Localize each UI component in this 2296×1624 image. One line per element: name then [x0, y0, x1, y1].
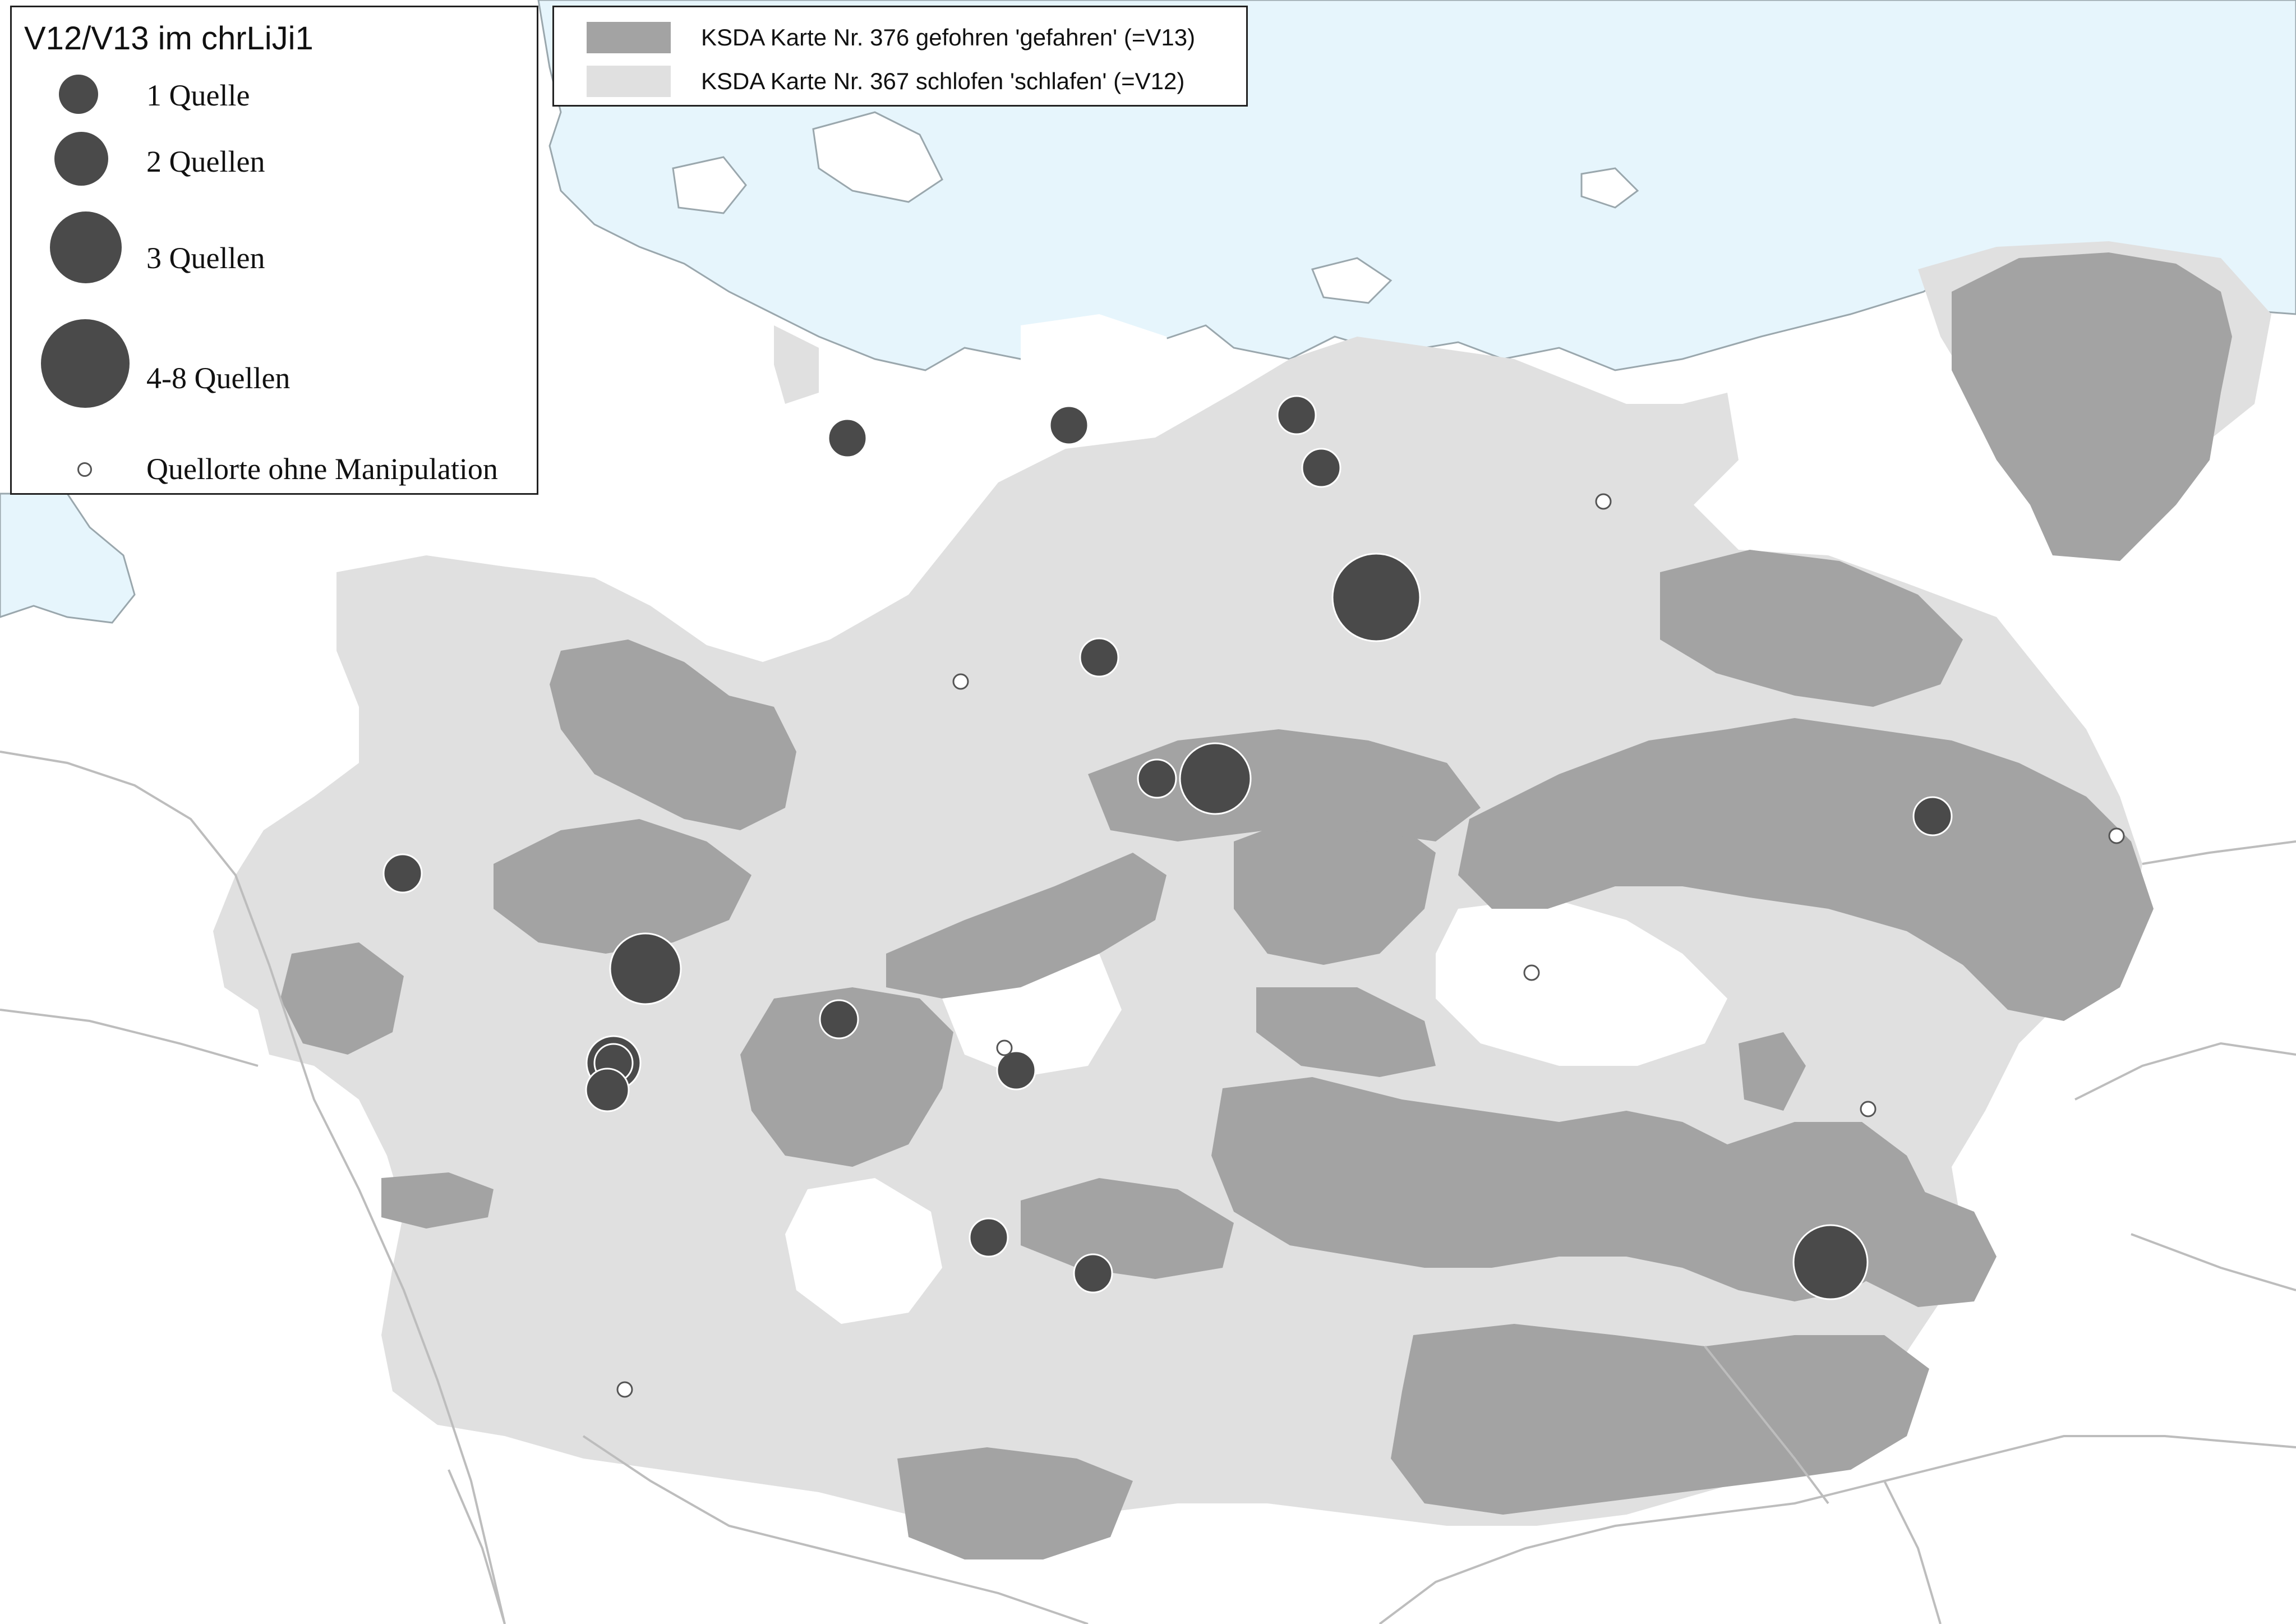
legend-dot-none	[77, 462, 92, 477]
area-v13	[1234, 808, 1436, 965]
island	[672, 156, 747, 214]
marker-no-manipulation	[1523, 964, 1540, 981]
area-v13	[1211, 1077, 1929, 1301]
legend-area-label-v12: KSDA Karte Nr. 367 schlofen 'schlafen' (…	[701, 68, 1185, 94]
marker-1-source	[969, 1217, 1009, 1258]
marker-4-8-sources	[1331, 553, 1421, 642]
area-v13	[1660, 550, 1963, 707]
marker-4-8-sources	[1792, 1224, 1869, 1300]
area-v12	[774, 325, 819, 404]
marker-1-source	[1079, 637, 1119, 678]
area-v13	[1391, 1324, 1929, 1515]
marker-no-manipulation	[996, 1039, 1013, 1056]
area-v13	[1952, 252, 2232, 561]
marker-no-manipulation	[2108, 827, 2125, 844]
marker-1-source	[1073, 1253, 1113, 1294]
area-v13	[1851, 1189, 1997, 1307]
legend-dot-4	[41, 319, 130, 408]
legend-label-2: 2 Quellen	[146, 145, 265, 178]
legend-label-4: 4-8 Quellen	[146, 361, 291, 395]
legend-dot-1	[59, 75, 98, 114]
legend-sources: V12/V13 im chrLiJi1 1 Quelle 2 Quellen 3…	[10, 6, 538, 495]
legend-label-1: 1 Quelle	[146, 79, 250, 112]
legend-area-label-v13: KSDA Karte Nr. 376 gefohren 'gefahren' (…	[701, 24, 1196, 50]
marker-1-source	[819, 999, 859, 1039]
area-v13	[1458, 718, 2154, 1021]
marker-1-source	[1301, 448, 1341, 488]
legend-title: V12/V13 im chrLiJi1	[24, 20, 313, 57]
area-v13	[381, 1172, 494, 1229]
marker-1-source	[1137, 758, 1177, 799]
legend-swatch-v13	[587, 22, 671, 53]
area-v13	[897, 1447, 1133, 1559]
marker-no-manipulation	[1860, 1101, 1877, 1117]
marker-4-8-sources	[609, 932, 682, 1005]
area-gap	[785, 1178, 942, 1324]
legend-dot-3	[50, 211, 122, 283]
area-v13	[550, 640, 796, 830]
marker-no-manipulation	[952, 673, 969, 690]
area-v13	[886, 853, 1167, 999]
marker-1-source	[827, 418, 868, 458]
sea-west	[0, 493, 136, 624]
marker-no-manipulation	[1595, 493, 1612, 510]
marker-1-source	[382, 853, 423, 894]
legend-dot-2	[54, 132, 108, 186]
area-v13	[1739, 1032, 1806, 1111]
country-borders	[0, 751, 2296, 1624]
area-gap	[1436, 898, 1727, 1066]
area-gap	[1021, 314, 1178, 426]
source-markers	[382, 395, 2125, 1398]
area-v13	[1256, 987, 1436, 1077]
marker-1-source	[996, 1050, 1036, 1091]
legend-areas: KSDA Karte Nr. 376 gefohren 'gefahren' (…	[552, 6, 1248, 107]
area-v13	[740, 987, 953, 1167]
legend-label-3: 3 Quellen	[146, 241, 265, 275]
legend-swatch-v12	[587, 66, 671, 97]
marker-3-sources	[1179, 742, 1252, 815]
island	[1580, 167, 1639, 209]
marker-1-source	[585, 1068, 630, 1112]
area-v13	[494, 819, 751, 954]
marker-1-source	[1912, 796, 1953, 836]
marker-1-source	[1049, 405, 1089, 445]
island	[1311, 257, 1393, 304]
legend-label-none: Quellorte ohne Manipulation	[146, 452, 498, 486]
island	[812, 111, 943, 203]
marker-1-source	[1276, 395, 1317, 435]
area-v13	[1021, 1178, 1234, 1279]
area-v13	[280, 942, 404, 1055]
marker-no-manipulation	[616, 1381, 633, 1398]
